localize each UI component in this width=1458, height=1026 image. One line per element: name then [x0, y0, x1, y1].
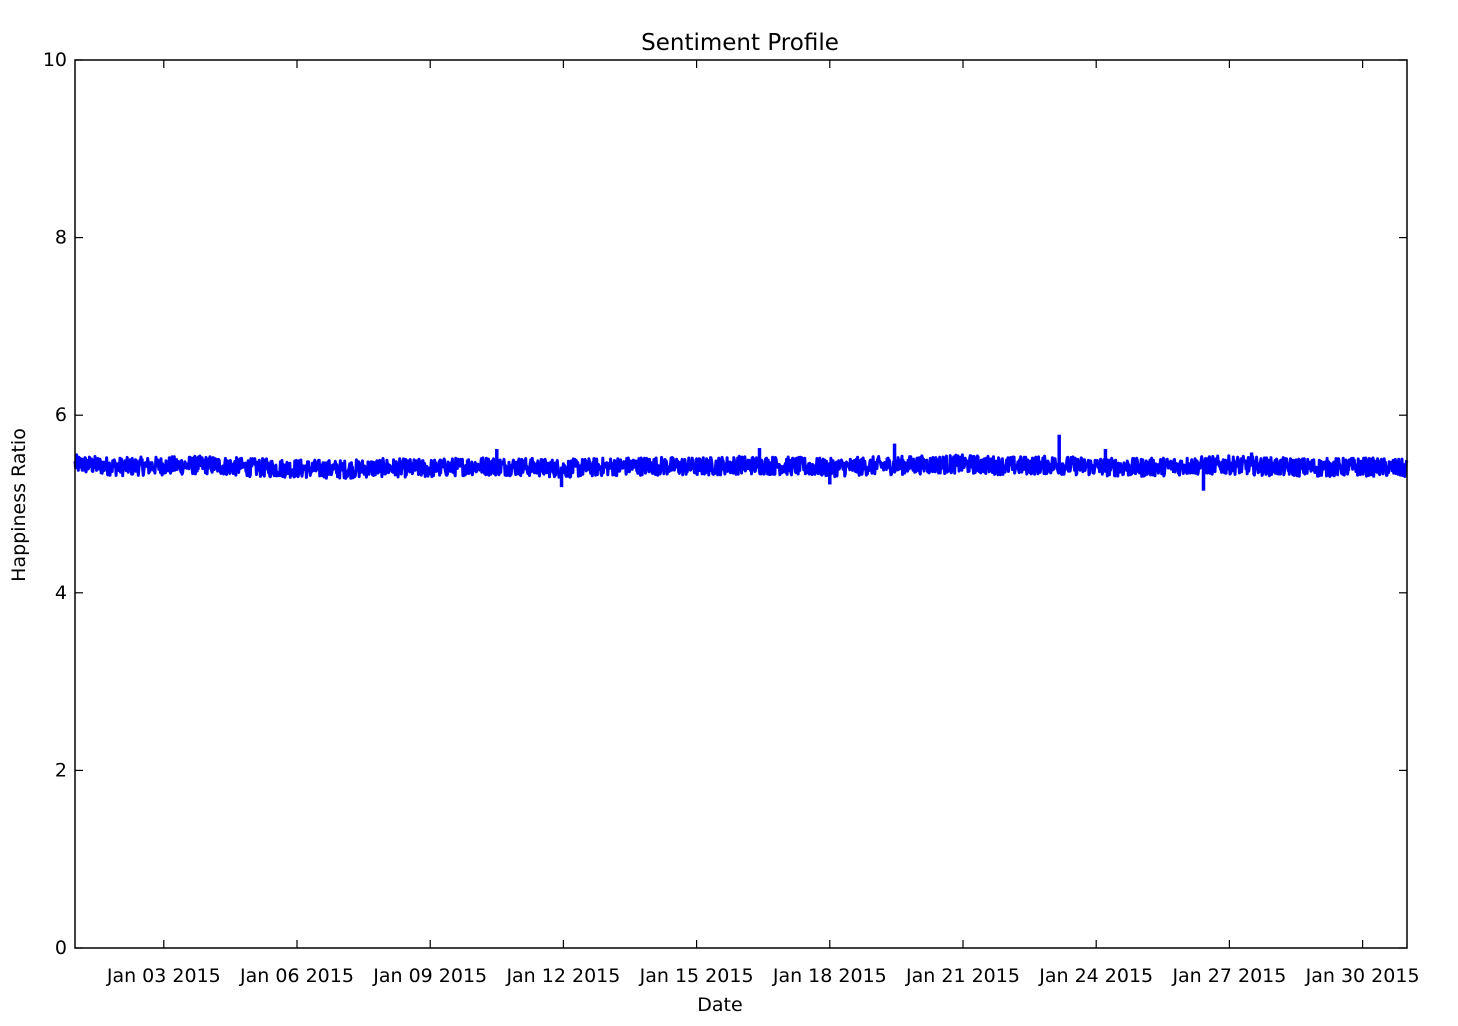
x-tick-label: Jan 12 2015 — [505, 965, 620, 987]
x-tick-label: Jan 18 2015 — [772, 965, 887, 987]
x-tick-label: Jan 21 2015 — [905, 965, 1020, 987]
x-tick-label: Jan 30 2015 — [1305, 965, 1420, 987]
y-tick-label: 4 — [55, 582, 67, 604]
series-line — [73, 453, 1409, 480]
x-tick-label: Jan 27 2015 — [1171, 965, 1286, 987]
y-axis: 0 2 4 6 8 10 — [43, 49, 1407, 959]
x-tick-label: Jan 09 2015 — [372, 965, 487, 987]
y-tick-label: 6 — [55, 404, 67, 426]
y-tick-label: 10 — [43, 49, 67, 71]
x-tick-label: Jan 15 2015 — [639, 965, 754, 987]
y-axis-title: Happiness Ratio — [8, 428, 30, 582]
plot-frame — [74, 59, 1408, 949]
series-0 — [73, 434, 1409, 491]
x-axis: Jan 03 2015 Jan 06 2015 Jan 09 2015 Jan 12 … — [106, 60, 1420, 987]
x-tick-label: Jan 24 2015 — [1038, 965, 1153, 987]
y-tick-label: 0 — [55, 937, 67, 959]
chart-title: Sentiment Profile — [641, 30, 839, 56]
y-tick-label: 2 — [55, 759, 67, 781]
x-tick-label: Jan 06 2015 — [239, 965, 354, 987]
y-tick-label: 8 — [55, 227, 67, 249]
x-axis-title: Date — [697, 994, 742, 1016]
x-tick-label: Jan 03 2015 — [106, 965, 221, 987]
plot-area — [73, 434, 1409, 491]
